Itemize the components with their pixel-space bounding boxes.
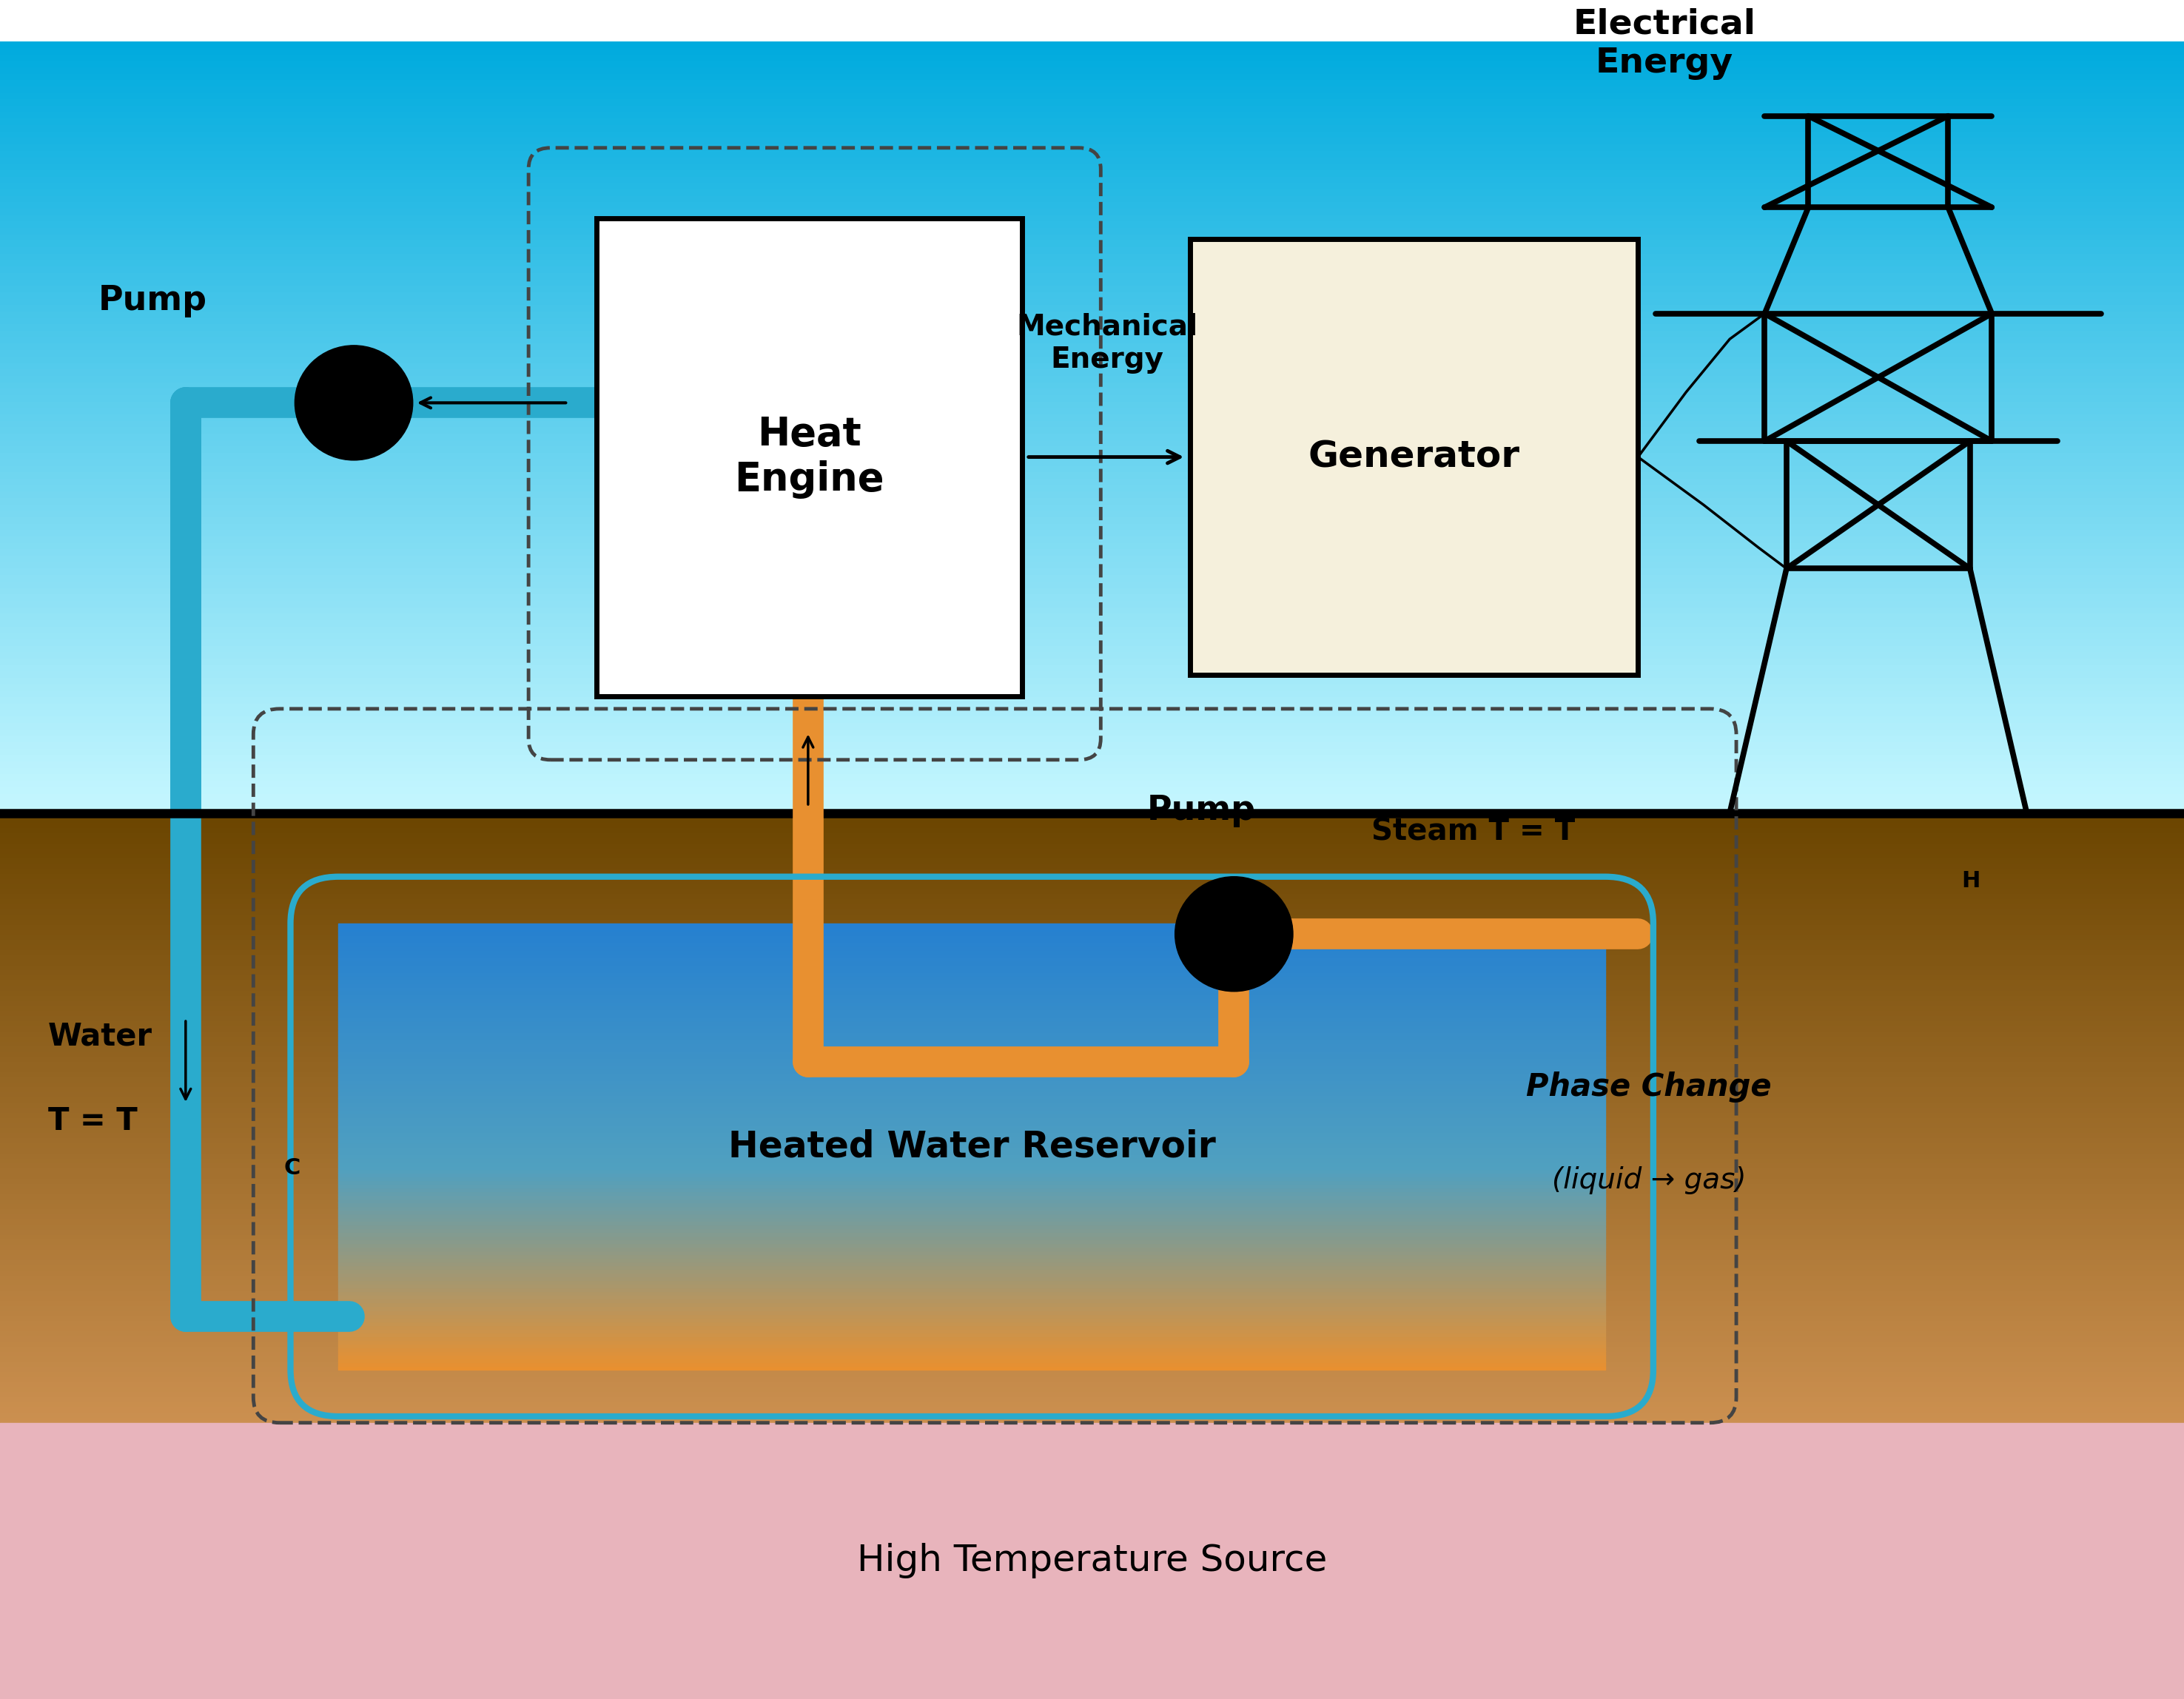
Polygon shape xyxy=(314,365,354,403)
Polygon shape xyxy=(1197,934,1234,972)
Text: Mechanical
Energy: Mechanical Energy xyxy=(1016,313,1199,374)
Text: Steam T = T: Steam T = T xyxy=(1372,817,1575,846)
Text: Pump: Pump xyxy=(1147,793,1256,827)
Polygon shape xyxy=(1234,897,1271,934)
Polygon shape xyxy=(354,365,391,403)
Text: (liquid → gas): (liquid → gas) xyxy=(1553,1167,1745,1194)
Text: H: H xyxy=(1961,870,1981,892)
Text: Phase Change: Phase Change xyxy=(1527,1072,1771,1103)
Circle shape xyxy=(295,345,413,460)
Polygon shape xyxy=(317,403,354,440)
FancyBboxPatch shape xyxy=(1190,240,1638,675)
Text: Electrical
Energy: Electrical Energy xyxy=(1572,8,1756,80)
Text: Heat
Engine: Heat Engine xyxy=(734,416,885,498)
FancyBboxPatch shape xyxy=(596,217,1022,697)
Text: Heated Water Reservoir: Heated Water Reservoir xyxy=(727,1128,1216,1164)
Text: T = T: T = T xyxy=(48,1106,138,1137)
Text: Pump: Pump xyxy=(98,284,207,318)
Circle shape xyxy=(1175,877,1293,992)
Text: High Temperature Source: High Temperature Source xyxy=(856,1543,1328,1578)
Polygon shape xyxy=(354,403,393,440)
Polygon shape xyxy=(1195,897,1234,934)
Text: Generator: Generator xyxy=(1308,440,1520,474)
Text: Water: Water xyxy=(48,1021,153,1052)
Text: C: C xyxy=(284,1157,301,1179)
Polygon shape xyxy=(1234,934,1273,970)
